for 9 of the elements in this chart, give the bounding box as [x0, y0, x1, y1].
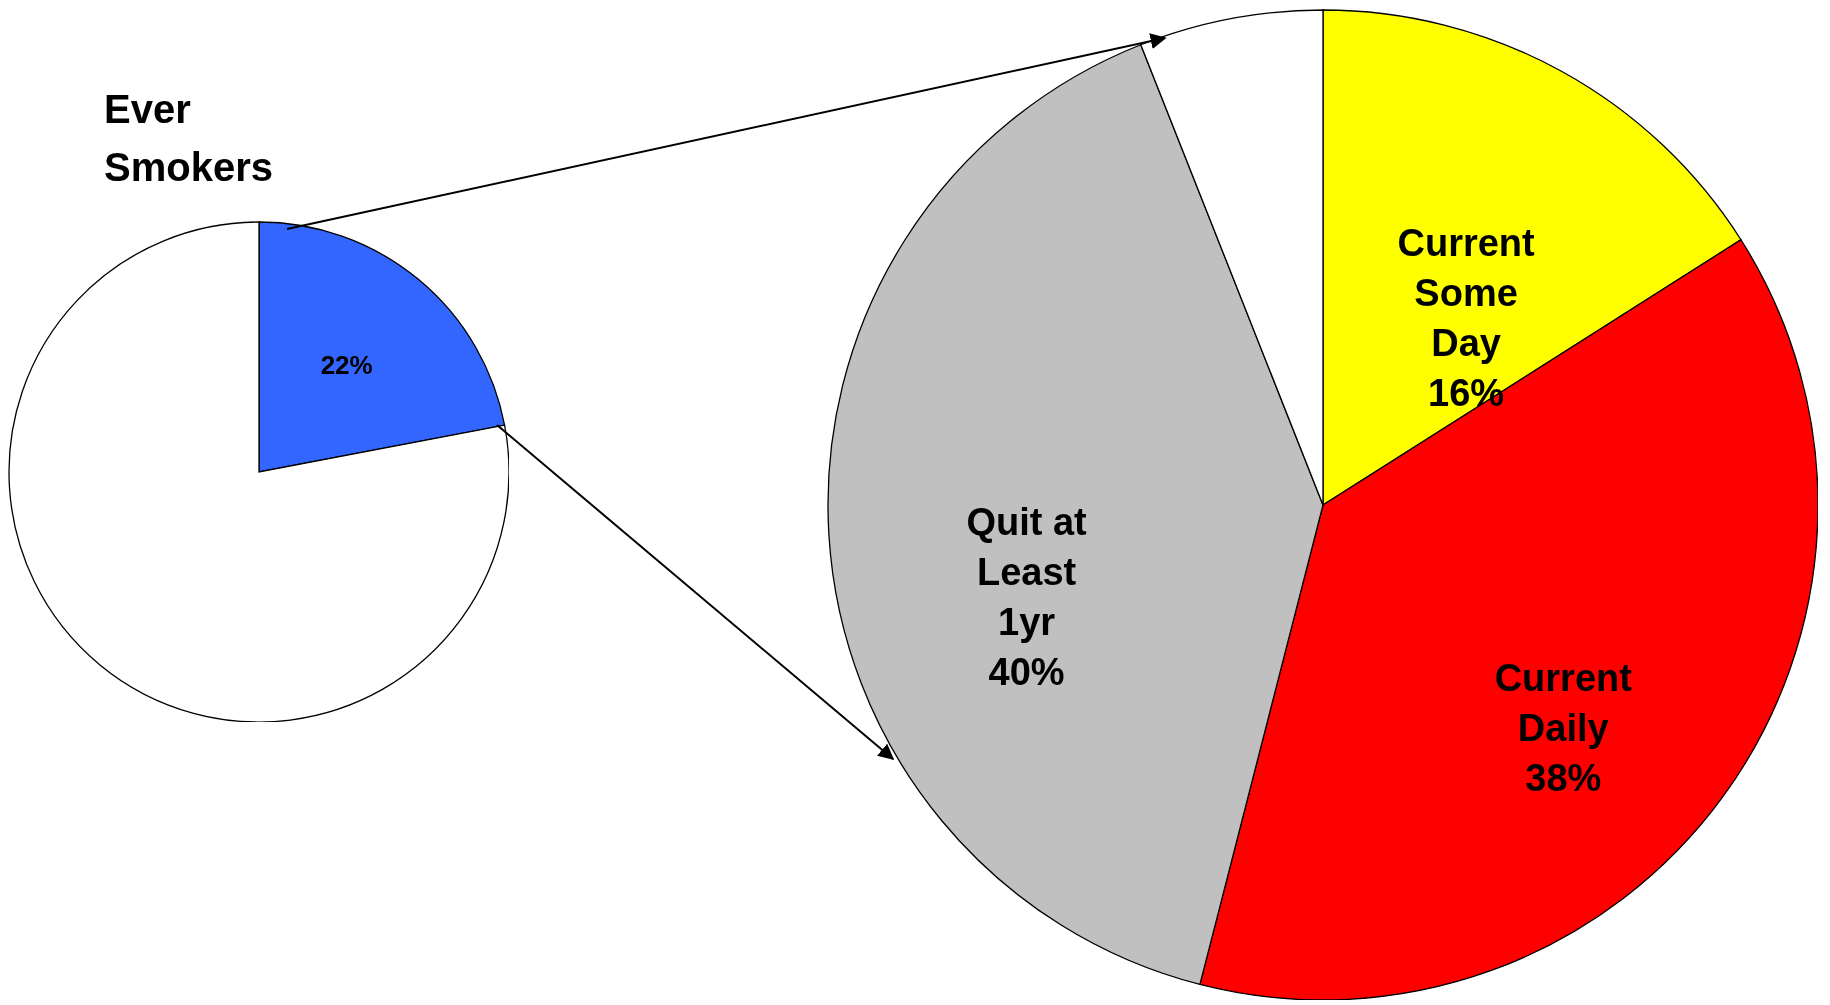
slice-label: Quit at Least 1yr [966, 500, 1088, 643]
data-label: 40% [988, 651, 1065, 694]
slice-label: Current Daily [1494, 656, 1633, 749]
data-label: 22% [320, 350, 373, 381]
data-label: 16% [1428, 372, 1505, 415]
slice-label: Current Some Day [1397, 221, 1536, 365]
data-label: 38% [1525, 756, 1602, 799]
chart-title: Ever Smokers [104, 87, 273, 190]
pie-slice [8, 221, 509, 722]
